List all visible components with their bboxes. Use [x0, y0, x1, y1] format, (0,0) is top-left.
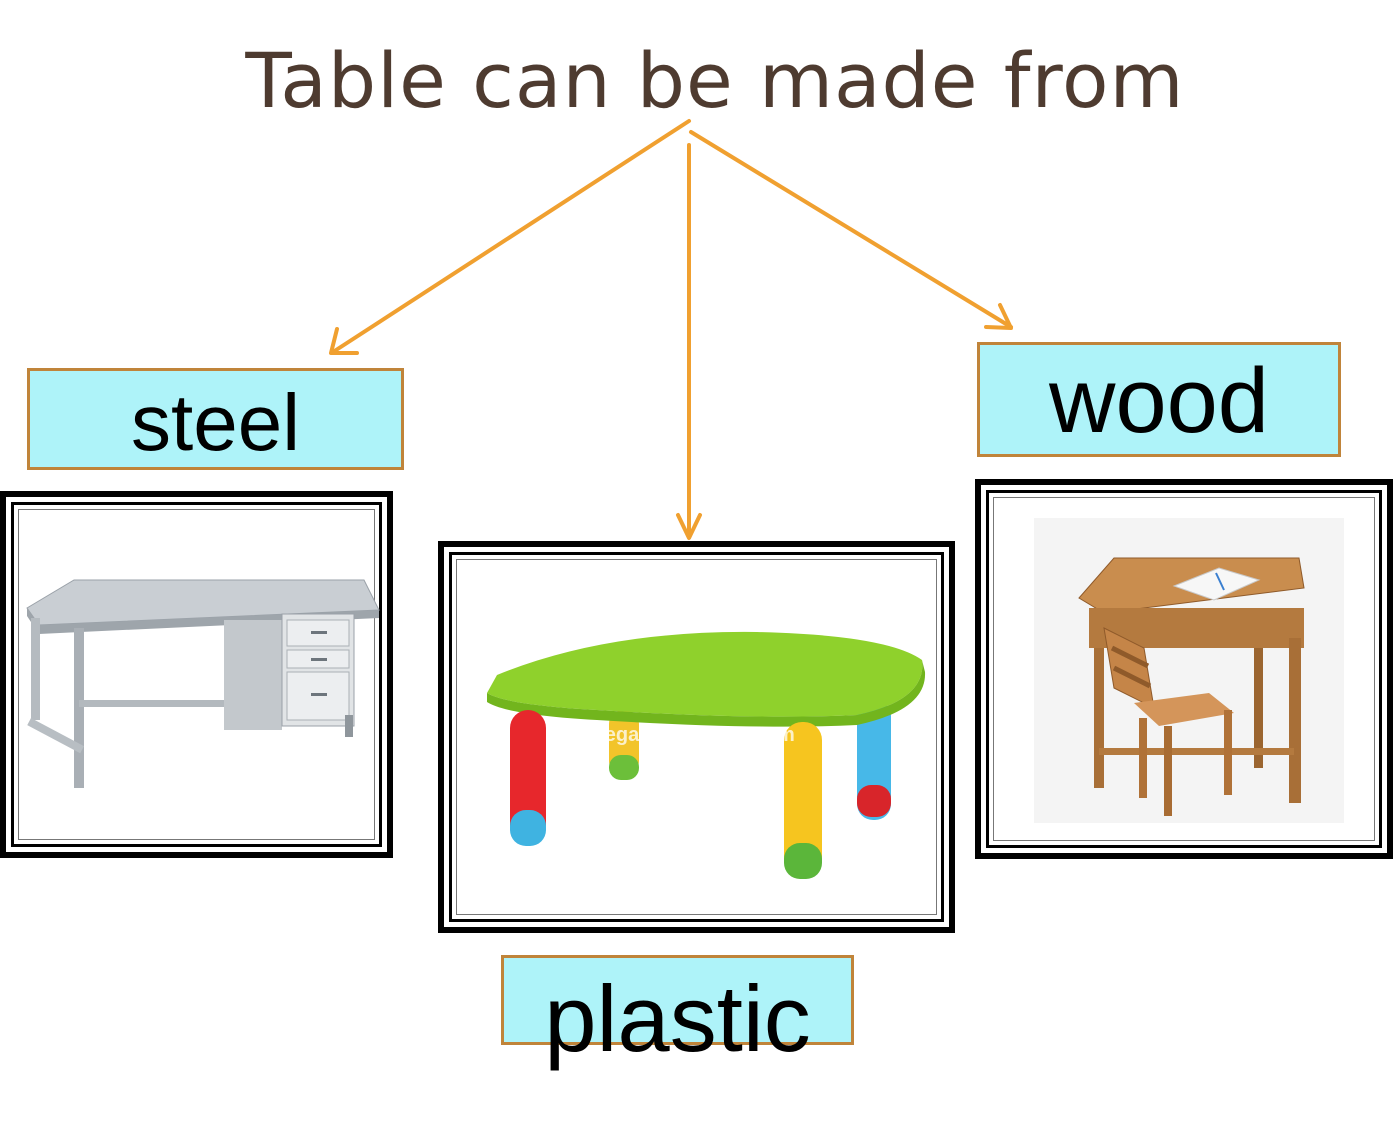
watermark-text: legal.en.alibaba.com	[599, 724, 795, 746]
arrow-to-plastic	[676, 143, 702, 540]
label-wood: wood	[977, 342, 1341, 457]
arrow-to-wood	[689, 130, 1013, 330]
label-plastic: plastic	[501, 955, 854, 1071]
wood-table-frame	[975, 479, 1393, 859]
diagram-title: Table can be made from	[245, 36, 1185, 125]
plastic-table-image: legal.en.alibaba.com	[487, 631, 926, 879]
arrow-to-steel	[329, 119, 691, 355]
steel-table-frame	[0, 491, 393, 858]
wood-table-image	[1034, 518, 1344, 823]
steel-table-image	[26, 579, 380, 788]
plastic-table-frame: legal.en.alibaba.com	[438, 541, 955, 933]
label-steel: steel	[27, 368, 404, 470]
